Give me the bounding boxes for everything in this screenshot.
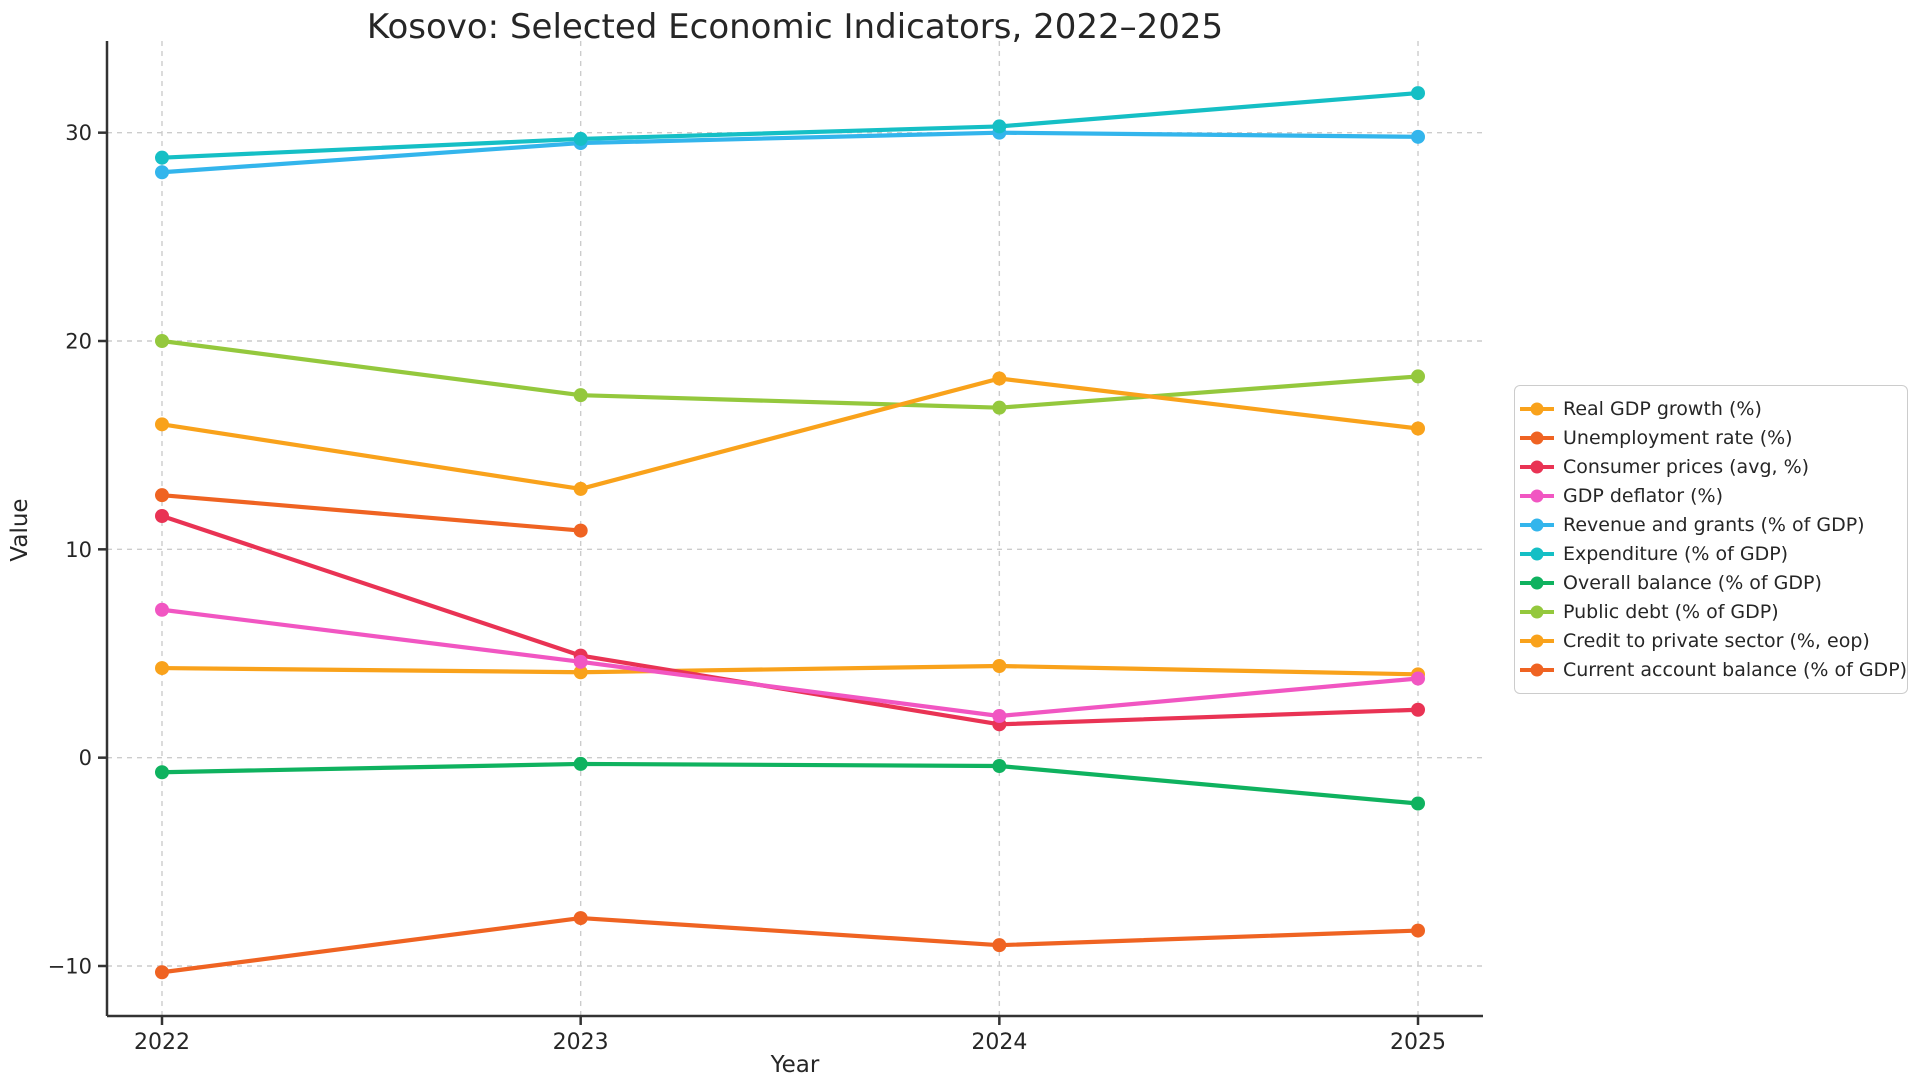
data-point-marker bbox=[573, 911, 588, 926]
legend-item: Credit to private sector (%, eop) bbox=[1520, 626, 1897, 655]
data-point-marker bbox=[573, 131, 588, 146]
legend-swatch-icon bbox=[1520, 402, 1554, 415]
legend-item-label: GDP deflator (%) bbox=[1563, 484, 1724, 507]
x-tick-label: 2025 bbox=[1390, 1030, 1446, 1055]
legend-item: Overall balance (% of GDP) bbox=[1520, 568, 1897, 597]
data-point-marker bbox=[1411, 671, 1426, 686]
data-point-marker bbox=[1411, 796, 1426, 811]
data-point-marker bbox=[155, 602, 169, 617]
x-tick-label: 2024 bbox=[971, 1030, 1027, 1055]
y-tick-label: 30 bbox=[65, 121, 92, 145]
legend-item-label: Public debt (% of GDP) bbox=[1563, 600, 1779, 623]
legend-item: Consumer prices (avg, %) bbox=[1520, 452, 1897, 481]
data-point-marker bbox=[1411, 129, 1426, 144]
data-point-marker bbox=[155, 334, 169, 348]
data-point-marker bbox=[155, 661, 169, 676]
data-point-marker bbox=[992, 659, 1007, 673]
series-line bbox=[159, 130, 1421, 175]
series-line bbox=[159, 90, 1421, 160]
series-line bbox=[159, 607, 1421, 719]
data-point-marker bbox=[1411, 923, 1426, 938]
series-line bbox=[159, 376, 1421, 492]
legend-item: Real GDP growth (%) bbox=[1520, 394, 1897, 423]
legend-swatch-icon bbox=[1520, 547, 1554, 560]
legend-item: Public debt (% of GDP) bbox=[1520, 597, 1897, 626]
data-point-marker bbox=[1411, 421, 1426, 436]
legend-item-label: Real GDP growth (%) bbox=[1563, 397, 1762, 420]
legend-item: Unemployment rate (%) bbox=[1520, 423, 1897, 452]
x-tick-label: 2023 bbox=[553, 1030, 609, 1055]
data-point-marker bbox=[155, 509, 169, 523]
data-point-marker bbox=[1411, 369, 1426, 384]
legend-item-label: Consumer prices (avg, %) bbox=[1563, 455, 1810, 478]
legend-swatch-icon bbox=[1520, 576, 1554, 589]
legend-swatch-icon bbox=[1520, 460, 1554, 473]
legend-item-label: Expenditure (% of GDP) bbox=[1563, 542, 1789, 565]
y-tick-label: 20 bbox=[65, 330, 92, 354]
legend-swatch-icon bbox=[1520, 489, 1554, 502]
legend-swatch-icon bbox=[1520, 518, 1554, 531]
data-point-marker bbox=[155, 150, 169, 165]
legend-item-label: Current account balance (% of GDP) bbox=[1563, 658, 1908, 681]
data-point-marker bbox=[155, 488, 169, 503]
legend-swatch-icon bbox=[1520, 431, 1554, 444]
data-point-marker bbox=[573, 523, 588, 538]
legend-item: Revenue and grants (% of GDP) bbox=[1520, 510, 1897, 539]
data-point-marker bbox=[573, 388, 588, 403]
series-line bbox=[159, 761, 1421, 806]
data-point-marker bbox=[992, 709, 1007, 723]
y-tick-label: 10 bbox=[65, 538, 92, 562]
series-line bbox=[159, 663, 1421, 677]
data-point-marker bbox=[992, 759, 1007, 773]
legend-item-label: Unemployment rate (%) bbox=[1563, 426, 1793, 449]
data-point-marker bbox=[992, 119, 1007, 134]
x-tick-label: 2022 bbox=[134, 1030, 190, 1055]
y-tick-label: −10 bbox=[48, 955, 92, 979]
legend-item-label: Credit to private sector (%, eop) bbox=[1563, 629, 1870, 652]
data-point-marker bbox=[992, 400, 1007, 415]
legend-item-label: Overall balance (% of GDP) bbox=[1563, 571, 1822, 594]
data-point-marker bbox=[155, 765, 169, 780]
y-tick-label: 0 bbox=[79, 746, 92, 770]
data-point-marker bbox=[155, 165, 169, 180]
data-point-marker bbox=[573, 665, 588, 680]
legend-swatch-icon bbox=[1520, 605, 1554, 618]
data-point-marker bbox=[155, 417, 169, 432]
data-point-marker bbox=[1411, 86, 1426, 101]
legend-item: Expenditure (% of GDP) bbox=[1520, 539, 1897, 568]
data-point-marker bbox=[573, 756, 588, 771]
data-point-marker bbox=[573, 654, 588, 669]
legend-item-label: Revenue and grants (% of GDP) bbox=[1563, 513, 1865, 536]
data-point-marker bbox=[992, 938, 1007, 953]
series-line bbox=[159, 513, 1421, 727]
data-point-marker bbox=[155, 965, 169, 980]
legend-item: Current account balance (% of GDP) bbox=[1520, 655, 1907, 684]
chart-title: Kosovo: Selected Economic Indicators, 20… bbox=[366, 7, 1224, 47]
legend-item: GDP deflator (%) bbox=[1520, 481, 1897, 510]
series-line bbox=[159, 493, 583, 533]
x-axis-label: Year bbox=[770, 1052, 820, 1078]
legend: Real GDP growth (%) Unemployment rate (%)… bbox=[1514, 385, 1908, 694]
data-point-marker bbox=[992, 371, 1007, 386]
series-line bbox=[159, 338, 1421, 410]
data-point-marker bbox=[1411, 702, 1426, 717]
data-point-marker bbox=[573, 481, 588, 496]
legend-swatch-icon bbox=[1520, 634, 1554, 647]
legend-swatch-icon bbox=[1520, 663, 1554, 676]
y-axis-label: Value bbox=[7, 498, 33, 562]
series-line bbox=[159, 915, 1421, 975]
